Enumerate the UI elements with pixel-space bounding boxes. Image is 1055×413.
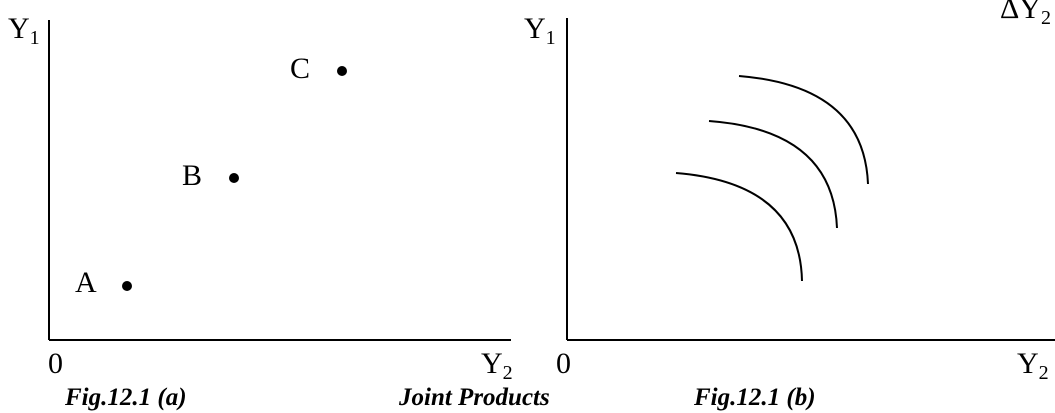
panel-b-curve-outer	[738, 75, 869, 185]
panel-b-origin-label: 0	[556, 347, 571, 380]
panel-b-x-axis-label: Y2	[1017, 347, 1049, 384]
caption-joint-products: Joint Products	[398, 384, 550, 411]
point-a-dot	[122, 281, 132, 291]
point-c: C	[290, 52, 347, 85]
point-b-label: B	[182, 159, 202, 192]
point-b-dot	[229, 173, 239, 183]
point-b: B	[182, 159, 239, 192]
panel-b-y-axis-label: Y1	[524, 12, 556, 49]
panel-b-curve-inner	[675, 172, 803, 282]
panel-a-x-axis-label: Y2	[481, 347, 513, 384]
panel-b-corner-fragment: ΔY2	[1000, 0, 1051, 29]
point-a: A	[75, 266, 132, 299]
caption-fig-b: Fig.12.1 (b)	[693, 384, 816, 411]
point-c-label: C	[290, 52, 310, 85]
caption-fig-a: Fig.12.1 (a)	[64, 384, 187, 411]
point-c-dot	[337, 66, 347, 76]
point-a-label: A	[75, 266, 97, 299]
panel-b: Y1 0 Y2 ΔY2	[524, 0, 1055, 384]
panel-b-curve-middle	[708, 120, 838, 229]
panel-a-y-axis-label: Y1	[8, 12, 40, 49]
panel-a: Y1 0 Y2 A B C	[8, 12, 513, 384]
panel-a-origin-label: 0	[48, 347, 63, 380]
